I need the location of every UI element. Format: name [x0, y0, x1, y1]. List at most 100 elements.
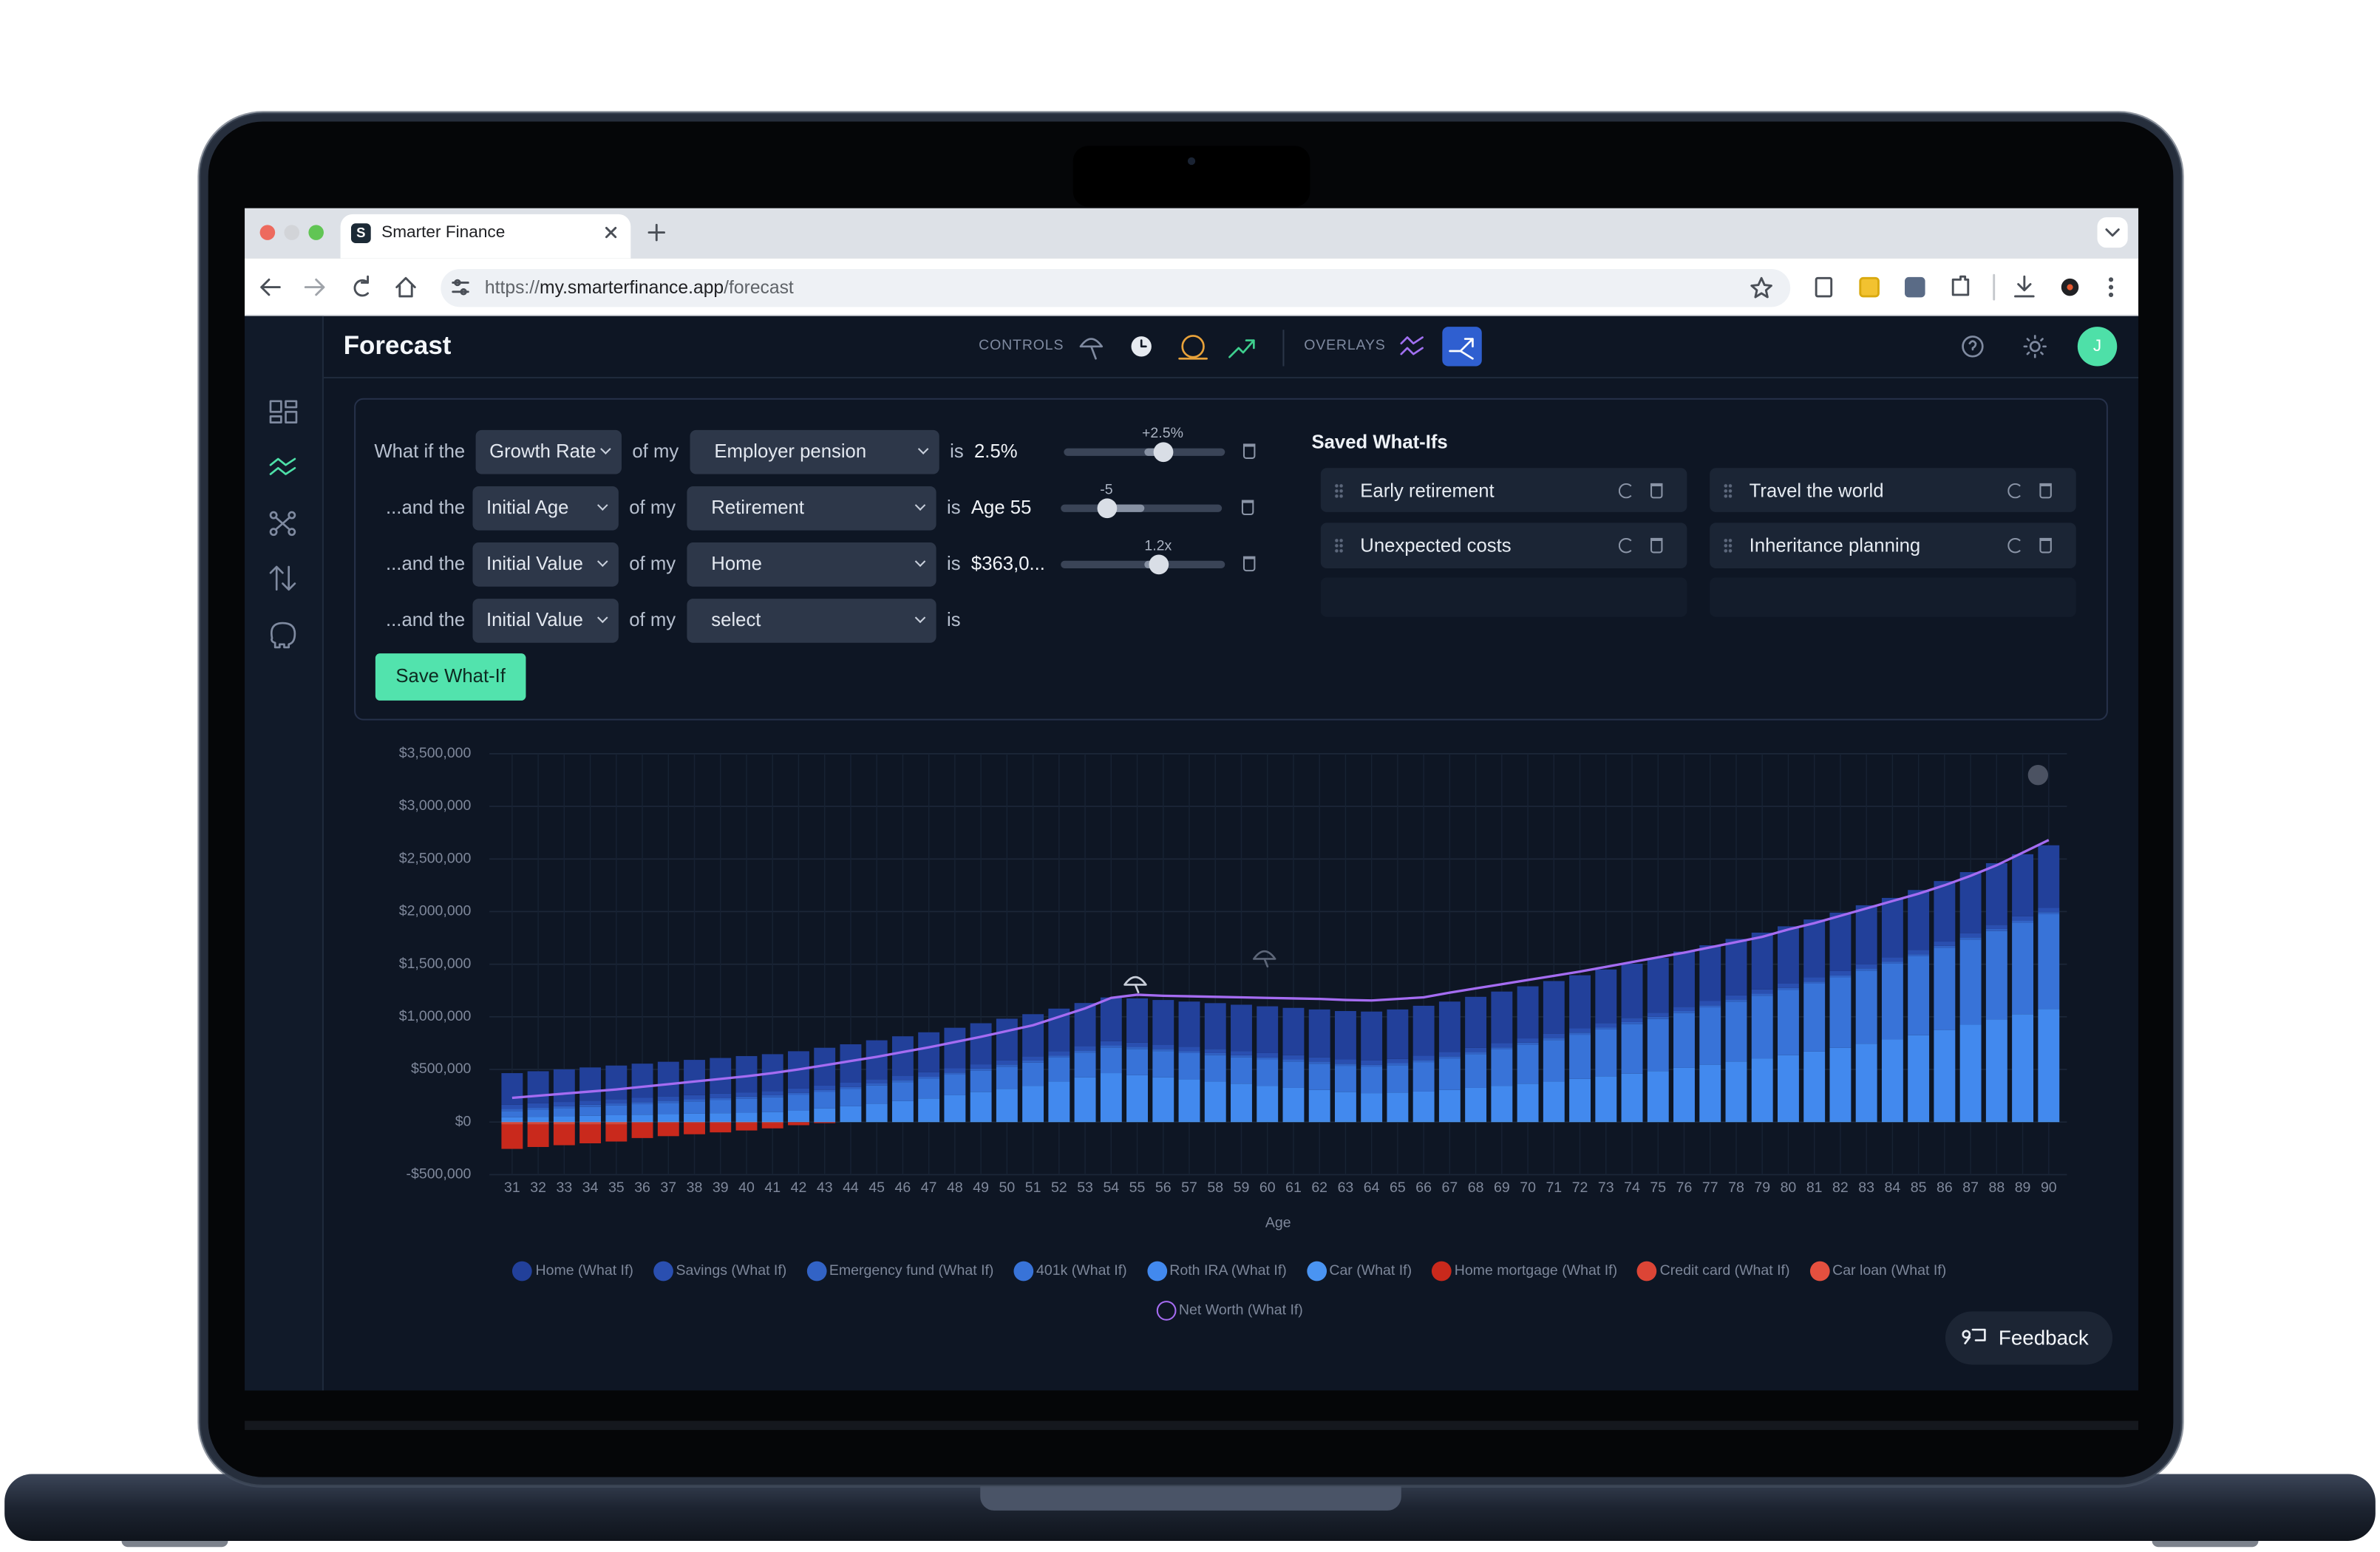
legend-label: 401k (What If) [1036, 1262, 1127, 1279]
legend-swatch [1431, 1260, 1452, 1281]
trash-icon[interactable] [2039, 482, 2052, 498]
overlay-toggle-active[interactable] [1442, 327, 1482, 367]
legend-swatch [653, 1260, 673, 1281]
what-if-panel [354, 398, 2108, 721]
slider-label: -5 [1100, 481, 1113, 499]
legend-label: Car (What If) [1329, 1262, 1412, 1279]
legend-swatch [1809, 1260, 1829, 1281]
slider-fill [1106, 504, 1145, 512]
browser-tab[interactable] [340, 214, 631, 259]
legend-item[interactable]: Home mortgage (What If) [1431, 1255, 1618, 1285]
slider-track[interactable] [1061, 560, 1225, 569]
legend-swatch [1013, 1260, 1033, 1281]
legend-swatch [1156, 1300, 1176, 1320]
header-separator [1282, 330, 1285, 367]
page-title: Forecast [343, 331, 452, 361]
save-what-if-button[interactable]: Save What-If [375, 653, 526, 701]
legend-label: Emergency fund (What If) [829, 1262, 994, 1279]
refresh-icon[interactable] [2007, 482, 2023, 498]
avatar[interactable]: J [2077, 327, 2118, 367]
saved-name: Travel the world [1749, 479, 1884, 501]
camera-notch [1072, 146, 1310, 207]
row-lead: What if the [374, 440, 466, 463]
laptop-foot [2152, 1531, 2259, 1548]
trash-icon[interactable] [1241, 500, 1254, 516]
legend-label: Car loan (What If) [1832, 1262, 1947, 1279]
field-select[interactable]: Initial Value [472, 598, 619, 642]
slider-thumb[interactable] [1152, 441, 1173, 462]
chevron [914, 611, 926, 623]
url-host: my.smarterfinance.app [540, 276, 724, 299]
trash-icon[interactable] [1242, 556, 1256, 572]
laptop-notch [980, 1474, 1401, 1511]
row-lead: ...and the [386, 553, 466, 575]
trash-icon[interactable] [1650, 482, 1663, 498]
saved-name: Unexpected costs [1360, 534, 1512, 557]
legend-item[interactable]: Credit card (What If) [1636, 1255, 1790, 1285]
laptop-base [4, 1474, 2376, 1541]
address-bar[interactable] [441, 268, 1791, 307]
slider-thumb[interactable] [1096, 497, 1117, 518]
legend-swatch [1306, 1260, 1327, 1281]
sidebar [245, 316, 324, 1391]
legend-label: Home (What If) [535, 1262, 633, 1279]
drag-handle [1334, 537, 1344, 554]
legend-swatch [512, 1260, 533, 1281]
chevron [597, 611, 608, 623]
refresh-icon[interactable] [1618, 537, 1634, 554]
row-lead: ...and the [386, 497, 466, 519]
trash-icon[interactable] [1242, 443, 1256, 459]
legend-item[interactable]: Emergency fund (What If) [806, 1255, 993, 1285]
row-value: 2.5% [974, 440, 1018, 463]
field-select[interactable]: Initial Value [472, 542, 619, 586]
target-select[interactable]: Retirement [687, 485, 936, 530]
legend-item[interactable]: Savings (What If) [653, 1255, 786, 1285]
legend-item[interactable]: 401k (What If) [1013, 1255, 1127, 1285]
legend-item[interactable]: Car (What If) [1306, 1255, 1412, 1285]
row-of: of my [632, 440, 679, 463]
chevron [597, 499, 608, 510]
legend-item[interactable]: Net Worth (What If) [456, 1295, 2003, 1325]
legend-label: Net Worth (What If) [1178, 1301, 1303, 1318]
overlays-label: OVERLAYS [1304, 337, 1386, 355]
slider-label: +2.5% [1142, 425, 1183, 443]
field-select[interactable]: Growth Rate [475, 429, 622, 474]
chevron [597, 555, 608, 567]
target-select[interactable]: Employer pension [690, 429, 939, 474]
row-of: of my [629, 609, 676, 631]
trash-icon[interactable] [1650, 537, 1663, 554]
legend-item[interactable]: Roth IRA (What If) [1146, 1255, 1287, 1285]
slider-thumb[interactable] [1148, 554, 1169, 574]
legend-swatch [1146, 1260, 1167, 1281]
row-is: is [947, 609, 961, 631]
favicon: S [350, 223, 371, 243]
trash-icon[interactable] [2039, 537, 2052, 554]
field-select[interactable]: Initial Age [472, 485, 619, 530]
header-divider [323, 376, 2139, 378]
saved-title: Saved What-Ifs [1311, 431, 1448, 453]
target-select[interactable]: Home [687, 542, 936, 586]
refresh-icon[interactable] [1618, 482, 1634, 498]
refresh-icon[interactable] [2007, 537, 2023, 554]
url-scheme: https:// [484, 276, 540, 299]
legend-item[interactable]: Home (What If) [512, 1255, 633, 1285]
drag-handle [1723, 537, 1733, 554]
chevron [914, 555, 926, 567]
drag-handle [1723, 482, 1733, 498]
chevron [914, 499, 926, 510]
saved-name: Inheritance planning [1749, 534, 1921, 557]
chevron [917, 443, 929, 454]
row-of: of my [629, 497, 676, 519]
url-path: /forecast [724, 276, 794, 299]
camera [1187, 157, 1196, 166]
row-is: is [947, 497, 961, 519]
slider-label: 1.2x [1144, 537, 1172, 555]
target-select[interactable]: select [687, 598, 936, 642]
legend-label: Home mortgage (What If) [1454, 1262, 1618, 1279]
legend-item[interactable]: Car loan (What If) [1809, 1255, 1946, 1285]
row-is: is [950, 440, 964, 463]
tab-menu-button[interactable] [2097, 217, 2128, 248]
laptop-foot [121, 1531, 228, 1548]
legend-label: Roth IRA (What If) [1169, 1262, 1287, 1279]
